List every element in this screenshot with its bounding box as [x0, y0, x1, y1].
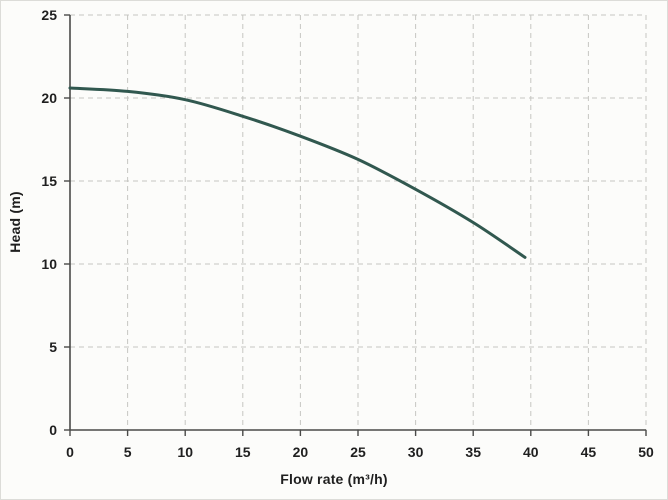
- x-tick-label: 15: [235, 444, 251, 460]
- x-tick-label: 10: [177, 444, 193, 460]
- x-tick-label: 45: [581, 444, 597, 460]
- y-axis-title: Head (m): [7, 191, 23, 253]
- x-tick-label: 0: [66, 444, 74, 460]
- y-tick-label: 25: [41, 7, 57, 23]
- x-tick-label: 20: [293, 444, 309, 460]
- x-tick-label: 40: [523, 444, 539, 460]
- pump-head-curve: [68, 86, 527, 259]
- y-tick-label: 0: [49, 422, 57, 438]
- x-axis-title: Flow rate (m³/h): [280, 471, 388, 487]
- y-tick-label: 10: [41, 256, 57, 272]
- x-tick-label: 25: [350, 444, 366, 460]
- x-tick-label: 50: [638, 444, 654, 460]
- y-tick-label: 15: [41, 173, 57, 189]
- x-tick-label: 30: [408, 444, 424, 460]
- y-tick-label: 5: [49, 339, 57, 355]
- y-tick-label: 20: [41, 90, 57, 106]
- x-tick-label: 5: [124, 444, 132, 460]
- x-tick-label: 35: [465, 444, 481, 460]
